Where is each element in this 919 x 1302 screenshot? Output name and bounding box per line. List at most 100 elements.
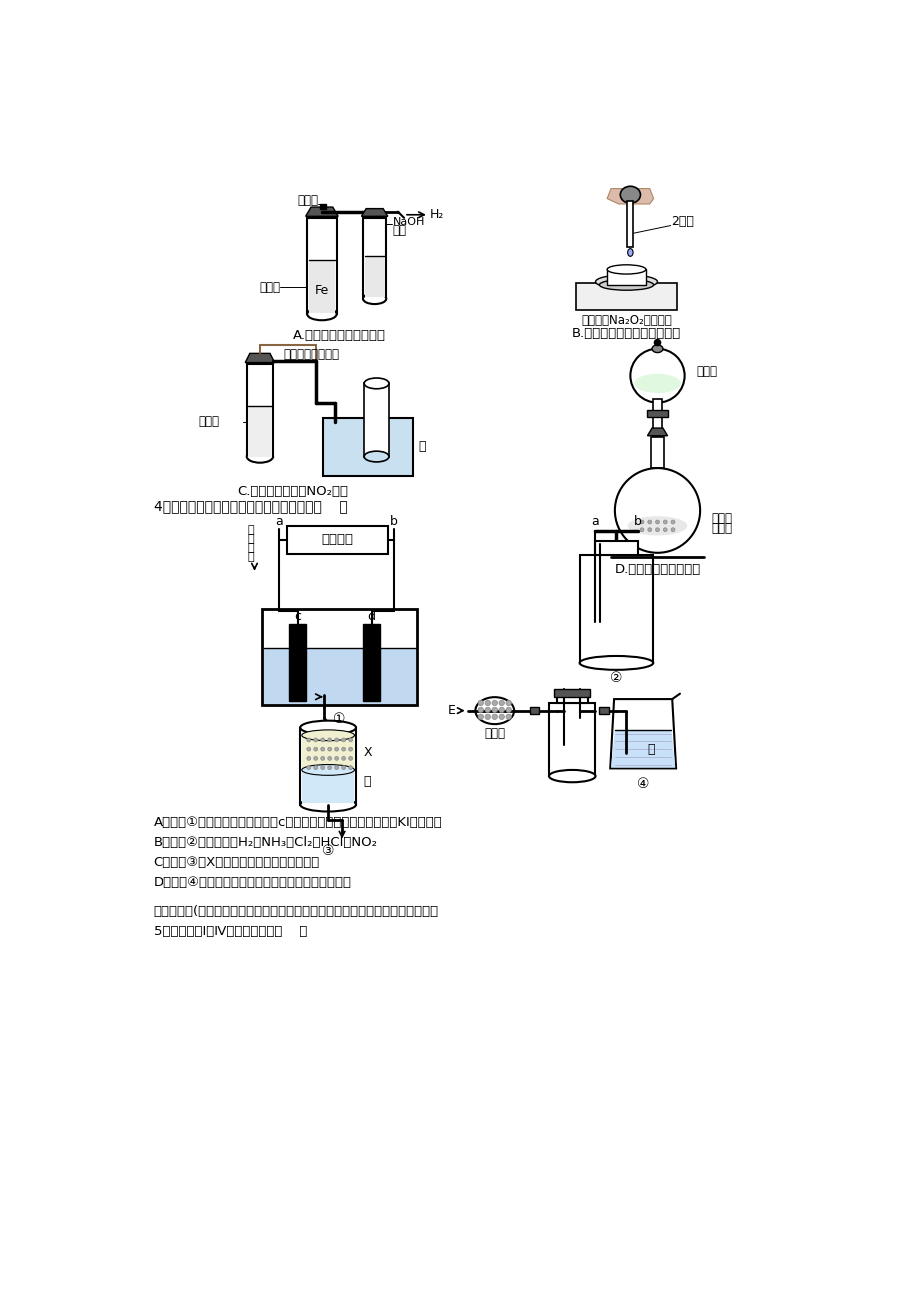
Ellipse shape xyxy=(248,452,271,461)
Bar xyxy=(289,625,306,702)
Ellipse shape xyxy=(246,450,273,462)
Ellipse shape xyxy=(306,747,311,751)
Ellipse shape xyxy=(307,309,336,320)
Bar xyxy=(650,437,664,469)
Ellipse shape xyxy=(300,798,356,811)
Ellipse shape xyxy=(327,766,331,769)
Ellipse shape xyxy=(363,293,386,305)
Ellipse shape xyxy=(640,527,643,531)
Bar xyxy=(323,418,412,475)
Text: 向: 向 xyxy=(247,552,254,562)
Text: 方: 方 xyxy=(247,543,254,553)
Ellipse shape xyxy=(653,340,660,345)
Ellipse shape xyxy=(492,707,497,712)
Ellipse shape xyxy=(341,756,346,760)
Bar xyxy=(262,609,417,706)
Bar xyxy=(549,703,595,776)
Text: 氢氧化: 氢氧化 xyxy=(711,512,732,525)
Text: 4．关于下列各装置图的叙述中，错误的是（    ）: 4．关于下列各装置图的叙述中，错误的是（ ） xyxy=(153,500,347,513)
Text: C.制备并收集少量NO₂气体: C.制备并收集少量NO₂气体 xyxy=(237,484,347,497)
Ellipse shape xyxy=(663,519,666,523)
Bar xyxy=(646,410,667,417)
Ellipse shape xyxy=(670,519,675,523)
Bar xyxy=(595,542,637,555)
Ellipse shape xyxy=(348,766,352,769)
Text: A.制备并观察氢氧化亚铁: A.制备并观察氢氧化亚铁 xyxy=(292,329,385,342)
Ellipse shape xyxy=(321,747,324,751)
Ellipse shape xyxy=(309,310,335,319)
Polygon shape xyxy=(361,208,388,216)
Ellipse shape xyxy=(300,720,356,734)
Text: 5．下列实验Ⅰ～Ⅳ中，正确的是（    ）: 5．下列实验Ⅰ～Ⅳ中，正确的是（ ） xyxy=(153,926,307,939)
Text: ①: ① xyxy=(333,712,346,727)
Ellipse shape xyxy=(607,264,645,273)
Ellipse shape xyxy=(598,280,652,290)
Ellipse shape xyxy=(313,766,317,769)
Ellipse shape xyxy=(498,700,504,706)
Text: 浓氨水: 浓氨水 xyxy=(696,366,717,379)
Polygon shape xyxy=(609,699,675,768)
Ellipse shape xyxy=(663,527,666,531)
Ellipse shape xyxy=(655,519,659,523)
Ellipse shape xyxy=(652,345,663,353)
Text: 浓硝酸: 浓硝酸 xyxy=(199,415,220,428)
Text: X: X xyxy=(363,746,372,759)
Ellipse shape xyxy=(335,766,338,769)
Ellipse shape xyxy=(633,374,680,393)
Bar xyxy=(301,736,354,769)
Text: 可上下移动的铜丝: 可上下移动的铜丝 xyxy=(284,349,339,362)
Ellipse shape xyxy=(327,738,331,742)
Text: Fe: Fe xyxy=(314,285,329,297)
Polygon shape xyxy=(647,428,667,436)
Text: 流: 流 xyxy=(247,534,254,544)
Ellipse shape xyxy=(348,747,352,751)
Bar xyxy=(575,284,676,310)
Text: 二、选择题(本题包括２小题，每小题８分，共１６分，每小题有两个正确答案）: 二、选择题(本题包括２小题，每小题８分，共１６分，每小题有两个正确答案） xyxy=(153,905,438,918)
Ellipse shape xyxy=(630,349,684,402)
Ellipse shape xyxy=(306,756,311,760)
Ellipse shape xyxy=(492,713,497,720)
Ellipse shape xyxy=(321,738,324,742)
Bar xyxy=(363,217,386,298)
Text: 稀硫酸: 稀硫酸 xyxy=(259,281,279,294)
Ellipse shape xyxy=(341,766,346,769)
Bar xyxy=(309,260,335,312)
Text: d: d xyxy=(367,611,375,624)
Polygon shape xyxy=(305,207,338,216)
Ellipse shape xyxy=(498,707,504,712)
Text: 水: 水 xyxy=(363,775,371,788)
Text: 止水夹: 止水夹 xyxy=(297,194,318,207)
Ellipse shape xyxy=(655,527,659,531)
Bar xyxy=(301,769,354,803)
Ellipse shape xyxy=(614,469,699,553)
Bar xyxy=(307,217,336,314)
Text: 碱石灰: 碱石灰 xyxy=(483,727,505,740)
Bar xyxy=(363,625,380,702)
Text: 钠固体: 钠固体 xyxy=(711,522,732,535)
Ellipse shape xyxy=(327,747,331,751)
Ellipse shape xyxy=(505,707,511,712)
Ellipse shape xyxy=(364,452,389,462)
Ellipse shape xyxy=(364,294,384,302)
Text: a: a xyxy=(275,516,283,529)
Bar xyxy=(579,555,652,663)
Text: A．装置①用来电解饱和食盐水，c电极产生的气体能使湿润的淀粉KI试纸变蓝: A．装置①用来电解饱和食盐水，c电极产生的气体能使湿润的淀粉KI试纸变蓝 xyxy=(153,816,442,829)
Text: 直流电源: 直流电源 xyxy=(321,534,353,547)
Ellipse shape xyxy=(364,378,389,389)
Bar xyxy=(607,270,645,285)
Ellipse shape xyxy=(579,656,652,669)
Ellipse shape xyxy=(595,275,657,289)
Ellipse shape xyxy=(498,713,504,720)
Ellipse shape xyxy=(341,738,346,742)
Ellipse shape xyxy=(335,738,338,742)
Ellipse shape xyxy=(475,697,514,724)
Bar xyxy=(627,201,633,247)
Ellipse shape xyxy=(627,249,632,256)
Text: a: a xyxy=(591,516,598,529)
Ellipse shape xyxy=(647,519,651,523)
Ellipse shape xyxy=(321,766,324,769)
Text: H₂: H₂ xyxy=(429,208,443,221)
Text: b: b xyxy=(390,516,398,529)
Text: ②: ② xyxy=(609,672,622,685)
Ellipse shape xyxy=(306,766,311,769)
